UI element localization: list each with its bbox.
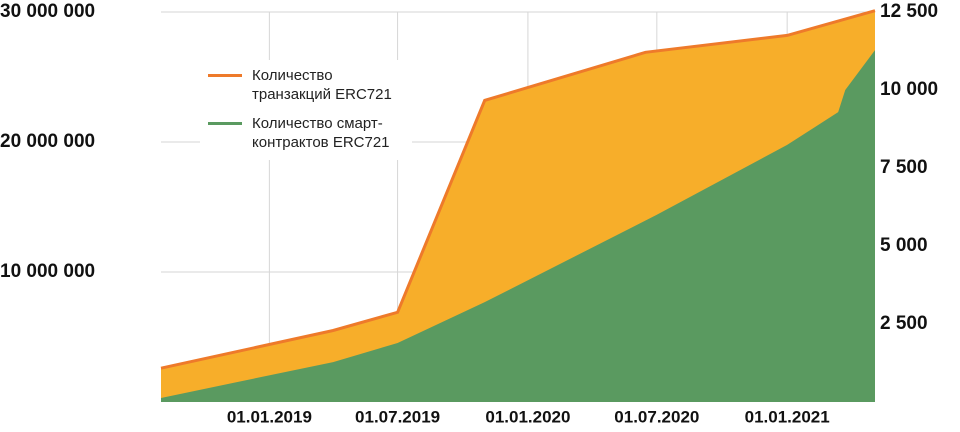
area <box>161 50 875 403</box>
x-tick-label: 01.01.2021 <box>745 407 830 426</box>
y2-tick-label: 10 000 <box>880 79 938 100</box>
legend-swatch <box>208 74 242 77</box>
x-tick-label: 01.07.2019 <box>355 407 440 426</box>
x-tick-label: 01.01.2019 <box>227 407 312 426</box>
legend-item: Количество транзакций ERC721 <box>208 66 402 104</box>
y2-tick-label: 2 500 <box>880 313 928 334</box>
y-tick-label: 20 000 000 <box>0 131 95 152</box>
legend-label: Количество смарт-контрактов ERC721 <box>252 115 390 151</box>
legend-swatch <box>208 122 242 125</box>
x-tick-label: 01.01.2020 <box>485 407 570 426</box>
legend-label: Количество транзакций ERC721 <box>252 67 392 103</box>
y-tick-label: 10 000 000 <box>0 261 95 282</box>
line <box>160 9 876 370</box>
legend: Количество транзакций ERC721 Количество с… <box>200 60 412 160</box>
legend-item: Количество смарт-контрактов ERC721 <box>208 114 402 152</box>
y2-tick-label: 5 000 <box>880 235 928 256</box>
y-tick-label: 30 000 000 <box>0 1 95 22</box>
x-tick-label: 01.07.2020 <box>614 407 699 426</box>
y2-tick-label: 12 500 <box>880 1 938 22</box>
y2-tick-label: 7 500 <box>880 157 928 178</box>
